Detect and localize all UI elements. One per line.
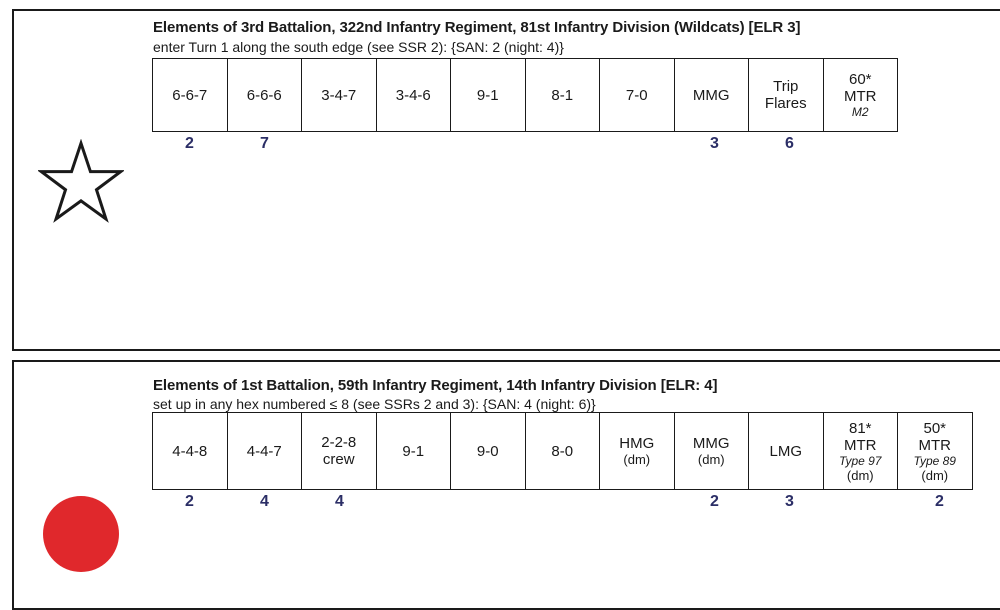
unit-type-label: M2 [851, 105, 869, 119]
unit-cell: LMG [749, 413, 824, 489]
unit-label: MMG [692, 435, 730, 452]
unit-cell: 4-4-7 [228, 413, 302, 489]
unit-cell: 81* MTR Type 97 (dm) [824, 413, 898, 489]
unit-label: 9-1 [402, 442, 425, 460]
unit-label: Flares [764, 95, 807, 112]
unit-count: 3 [785, 493, 794, 510]
unit-label: 9-1 [476, 86, 499, 104]
unit-count: 4 [335, 493, 344, 510]
unit-label: 3-4-6 [395, 86, 431, 104]
unit-label: MMG [692, 86, 730, 104]
unit-cell: 9-1 [377, 413, 451, 489]
unit-label: LMG [769, 442, 802, 460]
unit-label: MTR [918, 436, 952, 454]
unit-label: 7-0 [625, 86, 648, 104]
unit-label: MTR [844, 436, 877, 454]
unit-count: 6 [785, 135, 794, 152]
unit-cell: 2-2-8 crew [302, 413, 377, 489]
unit-count: 2 [710, 493, 719, 510]
unit-count: 3 [710, 135, 719, 152]
unit-count [602, 493, 677, 511]
unit-cell: 50* MTR Type 89 (dm) [898, 413, 973, 489]
unit-cell: MMG [675, 59, 749, 131]
unit-label: crew [322, 451, 355, 468]
unit-count [602, 135, 677, 153]
unit-label: 60* [848, 71, 872, 88]
unit-count [452, 135, 527, 153]
japanese-forces-setup-instructions: set up in any hex numbered ≤ 8 (see SSRs… [153, 396, 596, 412]
unit-label: 6-6-7 [172, 86, 208, 104]
unit-label: 4-4-7 [246, 442, 282, 460]
unit-cell: 9-1 [451, 59, 526, 131]
japanese-forces-panel: Elements of 1st Battalion, 59th Infantry… [12, 360, 1000, 610]
unit-type-label: Type 97 [839, 453, 882, 468]
unit-label: MTR [844, 88, 877, 105]
unit-cell: 7-0 [600, 59, 675, 131]
unit-cell: HMG (dm) [600, 413, 675, 489]
unit-dm-label: (dm) [623, 452, 651, 467]
unit-label: 4-4-8 [172, 442, 208, 460]
unit-label: 50* [923, 419, 947, 437]
us-forces-panel: Elements of 3rd Battalion, 322nd Infantr… [12, 9, 1000, 351]
unit-cell: 8-1 [526, 59, 600, 131]
unit-cell: 3-4-7 [302, 59, 377, 131]
star-icon [38, 139, 124, 223]
unit-cell: 4-4-8 [153, 413, 228, 489]
unit-count: 4 [260, 493, 269, 510]
unit-count [527, 135, 602, 153]
unit-cell: Trip Flares [749, 59, 824, 131]
unit-count: 2 [185, 135, 194, 152]
unit-cell: 8-0 [526, 413, 600, 489]
unit-dm-label: (dm) [697, 452, 725, 467]
unit-count: 7 [260, 135, 269, 152]
unit-label: HMG [619, 435, 655, 452]
unit-dm-label: (dm) [846, 467, 874, 483]
unit-type-label: Type 89 [913, 453, 956, 468]
us-unit-counts: 2 7 3 6 [152, 135, 902, 153]
unit-label: 2-2-8 [321, 434, 357, 451]
unit-cell: 9-0 [451, 413, 526, 489]
unit-label: 81* [848, 419, 872, 437]
unit-cell: 60* MTR M2 [824, 59, 898, 131]
unit-cell: MMG (dm) [675, 413, 749, 489]
japanese-forces-title: Elements of 1st Battalion, 59th Infantry… [153, 377, 718, 394]
unit-dm-label: (dm) [921, 467, 949, 483]
unit-count [302, 135, 377, 153]
unit-label: Trip [773, 78, 799, 95]
us-unit-table: 6-6-7 6-6-6 3-4-7 3-4-6 9-1 8-1 7-0 MMG Trip Flar… [152, 58, 898, 132]
unit-cell: 6-6-7 [153, 59, 228, 131]
unit-label: 6-6-6 [246, 86, 282, 104]
unit-label: 8-0 [551, 442, 574, 460]
unit-cell: 3-4-6 [377, 59, 451, 131]
unit-count [827, 493, 902, 511]
unit-label: 9-0 [476, 442, 499, 460]
unit-count [827, 135, 902, 153]
us-forces-setup-instructions: enter Turn 1 along the south edge (see S… [153, 39, 564, 55]
unit-count [377, 135, 452, 153]
unit-label: 3-4-7 [321, 86, 357, 104]
us-forces-title: Elements of 3rd Battalion, 322nd Infantr… [153, 19, 801, 36]
unit-count [527, 493, 602, 511]
unit-count: 2 [185, 493, 194, 510]
unit-count: 2 [935, 493, 944, 510]
unit-label: 8-1 [551, 86, 574, 104]
red-circle-icon [43, 496, 119, 572]
japanese-unit-table: 4-4-8 4-4-7 2-2-8 crew 9-1 9-0 8-0 HMG (dm) MMG (d… [152, 412, 973, 490]
unit-cell: 6-6-6 [228, 59, 302, 131]
japanese-unit-counts: 2 4 4 2 3 2 [152, 493, 977, 511]
unit-count [452, 493, 527, 511]
unit-count [377, 493, 452, 511]
